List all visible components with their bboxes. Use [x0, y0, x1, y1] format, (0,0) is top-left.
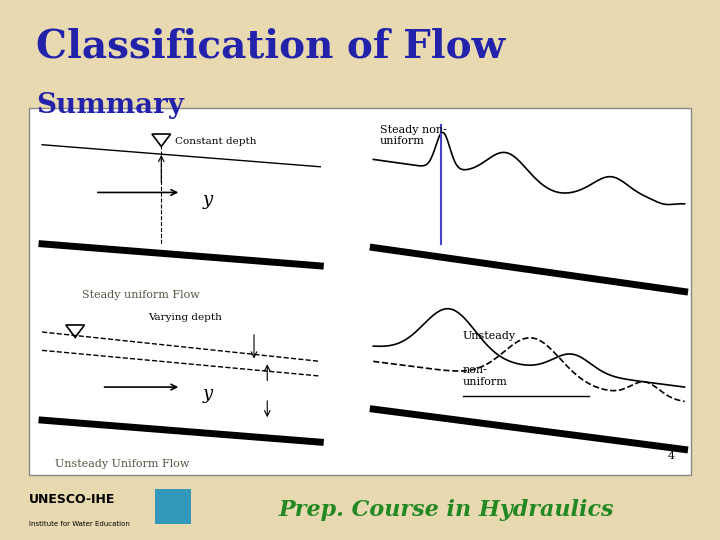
Text: Summary: Summary — [36, 92, 184, 119]
Text: 4: 4 — [667, 450, 675, 461]
Text: Unsteady Uniform Flow: Unsteady Uniform Flow — [55, 459, 189, 469]
Text: Prep. Course in Hydraulics: Prep. Course in Hydraulics — [279, 500, 614, 521]
Text: Steady uniform Flow: Steady uniform Flow — [82, 291, 199, 300]
Text: Varying depth: Varying depth — [148, 313, 222, 322]
Text: Unsteady: Unsteady — [463, 330, 516, 341]
Text: Steady non-
uniform: Steady non- uniform — [380, 125, 446, 146]
Text: non-
uniform: non- uniform — [463, 365, 508, 387]
Text: y: y — [202, 191, 212, 209]
Text: y: y — [202, 386, 212, 403]
Text: UNESCO-IHE: UNESCO-IHE — [29, 493, 115, 506]
Text: Classification of Flow: Classification of Flow — [36, 27, 505, 65]
Text: Constant depth: Constant depth — [174, 137, 256, 146]
FancyBboxPatch shape — [29, 108, 691, 475]
Text: Institute for Water Education: Institute for Water Education — [29, 521, 130, 527]
FancyBboxPatch shape — [155, 489, 191, 524]
